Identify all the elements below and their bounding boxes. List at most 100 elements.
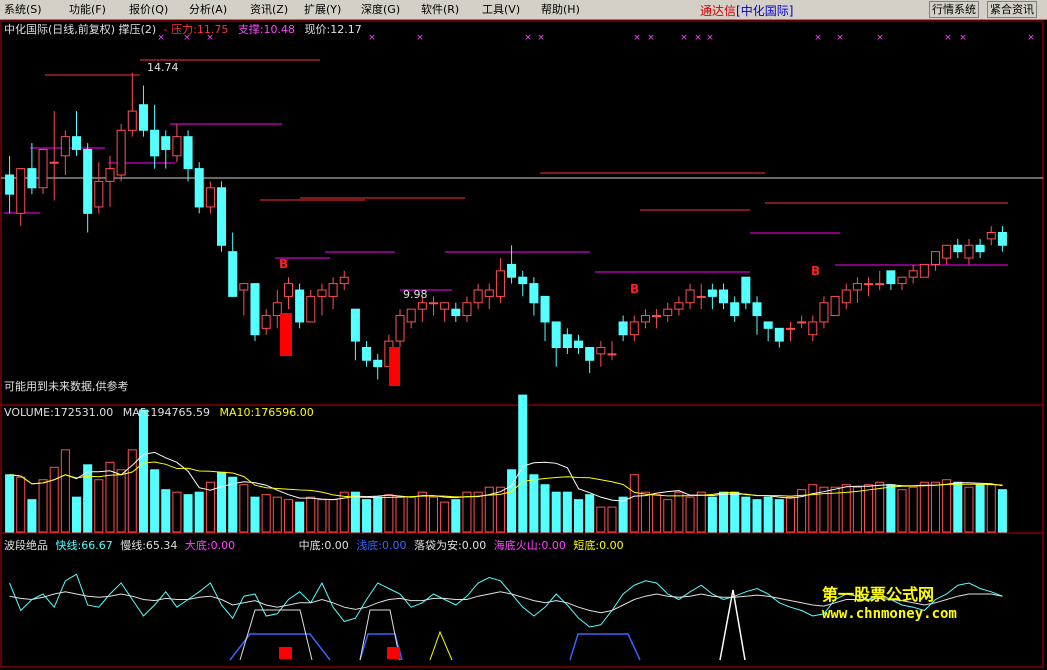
candle-body	[339, 276, 349, 285]
volume-bar	[228, 476, 238, 533]
signal-cross: ×	[1027, 33, 1035, 43]
volume-bar	[5, 474, 15, 533]
candle-body	[183, 136, 193, 170]
tab-combined-info[interactable]: 紧合资讯	[987, 1, 1037, 18]
menu-item-info[interactable]: 资讯(Z)	[250, 3, 289, 16]
menu-item-function[interactable]: 功能(F)	[69, 3, 106, 16]
candle-body	[696, 295, 706, 298]
volume-bar	[886, 484, 896, 533]
menu-bar: 系统(S) 功能(F) 报价(Q) 分析(A) 资讯(Z) 扩展(Y) 深度(G…	[0, 0, 1047, 20]
volume-bar	[819, 486, 829, 533]
menu-item-tools[interactable]: 工具(V)	[482, 3, 521, 16]
volume-bar	[417, 491, 427, 533]
volume-bar	[774, 499, 784, 533]
volume-bar	[495, 486, 505, 533]
candle-body	[138, 104, 148, 131]
brand-main: 通达信	[700, 4, 737, 18]
signal-cross: ×	[876, 33, 884, 43]
ma5-value: MA5:194765.59	[122, 406, 210, 419]
candle-body	[60, 136, 70, 157]
candle-body	[573, 340, 584, 349]
volume-bar	[629, 474, 639, 533]
candle-body	[194, 168, 204, 208]
menu-item-help[interactable]: 帮助(H)	[541, 3, 580, 16]
volume-bar	[785, 496, 795, 533]
candle-body	[16, 168, 26, 214]
volume-bar	[283, 499, 293, 533]
volume-bar	[440, 501, 450, 533]
fast-line	[9, 573, 1003, 628]
signal-cross: ×	[537, 33, 545, 43]
candle-body	[886, 270, 896, 285]
candle-body	[540, 295, 550, 323]
candle-body	[205, 187, 215, 208]
volume-bar	[395, 496, 405, 533]
signal-cross: ×	[680, 33, 688, 43]
candle-body	[830, 295, 840, 317]
volume-bar	[239, 484, 249, 533]
volume-bar	[71, 496, 82, 533]
shallow-bottom-line	[569, 633, 641, 661]
settle-value: 落袋为安:0.00	[414, 539, 487, 552]
candle-body	[774, 327, 784, 342]
candle-body	[295, 289, 305, 323]
candle-body	[473, 289, 483, 304]
candle-body	[38, 148, 48, 189]
volume-bar	[127, 449, 137, 533]
candle-body	[942, 244, 952, 259]
candlestick-series	[5, 72, 1007, 380]
volume-bar	[60, 449, 70, 533]
volume-bar	[295, 501, 305, 533]
candle-body	[629, 321, 639, 336]
volume-bar	[730, 491, 740, 533]
candle-body	[272, 302, 282, 317]
candle-body	[618, 321, 628, 336]
big-bottom-bar	[279, 647, 292, 659]
candle-body	[49, 161, 59, 164]
mid-bottom-line	[359, 609, 401, 661]
menu-item-depth[interactable]: 深度(G)	[361, 3, 401, 16]
mid-bottom-line	[239, 609, 313, 661]
candle-body	[685, 289, 695, 304]
candle-body	[495, 270, 505, 297]
menu-item-quote[interactable]: 报价(Q)	[129, 3, 169, 16]
candle-body	[462, 302, 472, 317]
candle-body	[27, 168, 37, 189]
volume-bar	[741, 496, 751, 533]
volume-bar	[49, 466, 59, 533]
chart-area[interactable]: × × × × × × × × × × × × × × × × × ×	[0, 20, 1047, 670]
volume-bar	[205, 481, 215, 533]
candle-body	[428, 302, 439, 305]
volume-bar	[183, 494, 193, 533]
menu-item-analysis[interactable]: 分析(A)	[189, 3, 228, 16]
candle-body	[763, 321, 773, 329]
candle-body	[875, 283, 885, 286]
volume-bar	[317, 499, 327, 533]
volume-bar	[306, 496, 316, 533]
candle-body	[652, 315, 662, 318]
volume-bar	[953, 481, 963, 533]
candle-body	[239, 283, 249, 291]
signal-cross: ×	[836, 33, 844, 43]
tab-market-system[interactable]: 行情系统	[929, 1, 979, 18]
big-bottom-bar	[387, 647, 400, 659]
volume-bar	[875, 481, 885, 533]
menu-item-software[interactable]: 软件(R)	[421, 3, 460, 16]
volume-bar	[373, 496, 383, 533]
candle-body	[841, 289, 851, 304]
volume-bar	[150, 469, 160, 533]
support-value: 支撑:10.48	[237, 23, 296, 36]
buy-marker: B	[630, 282, 640, 296]
signal-cross: ×	[157, 33, 165, 43]
volume-bar	[674, 491, 684, 533]
candle-body	[406, 308, 416, 323]
chart-frame	[0, 20, 1044, 668]
volume-bar	[105, 461, 115, 533]
candle-body	[819, 302, 829, 323]
menu-item-system[interactable]: 系统(S)	[4, 3, 42, 16]
menu-item-extend[interactable]: 扩展(Y)	[304, 3, 342, 16]
candle-body	[217, 187, 227, 246]
candle-body	[897, 276, 907, 285]
candle-body	[864, 283, 874, 286]
volume-bar	[752, 499, 762, 533]
